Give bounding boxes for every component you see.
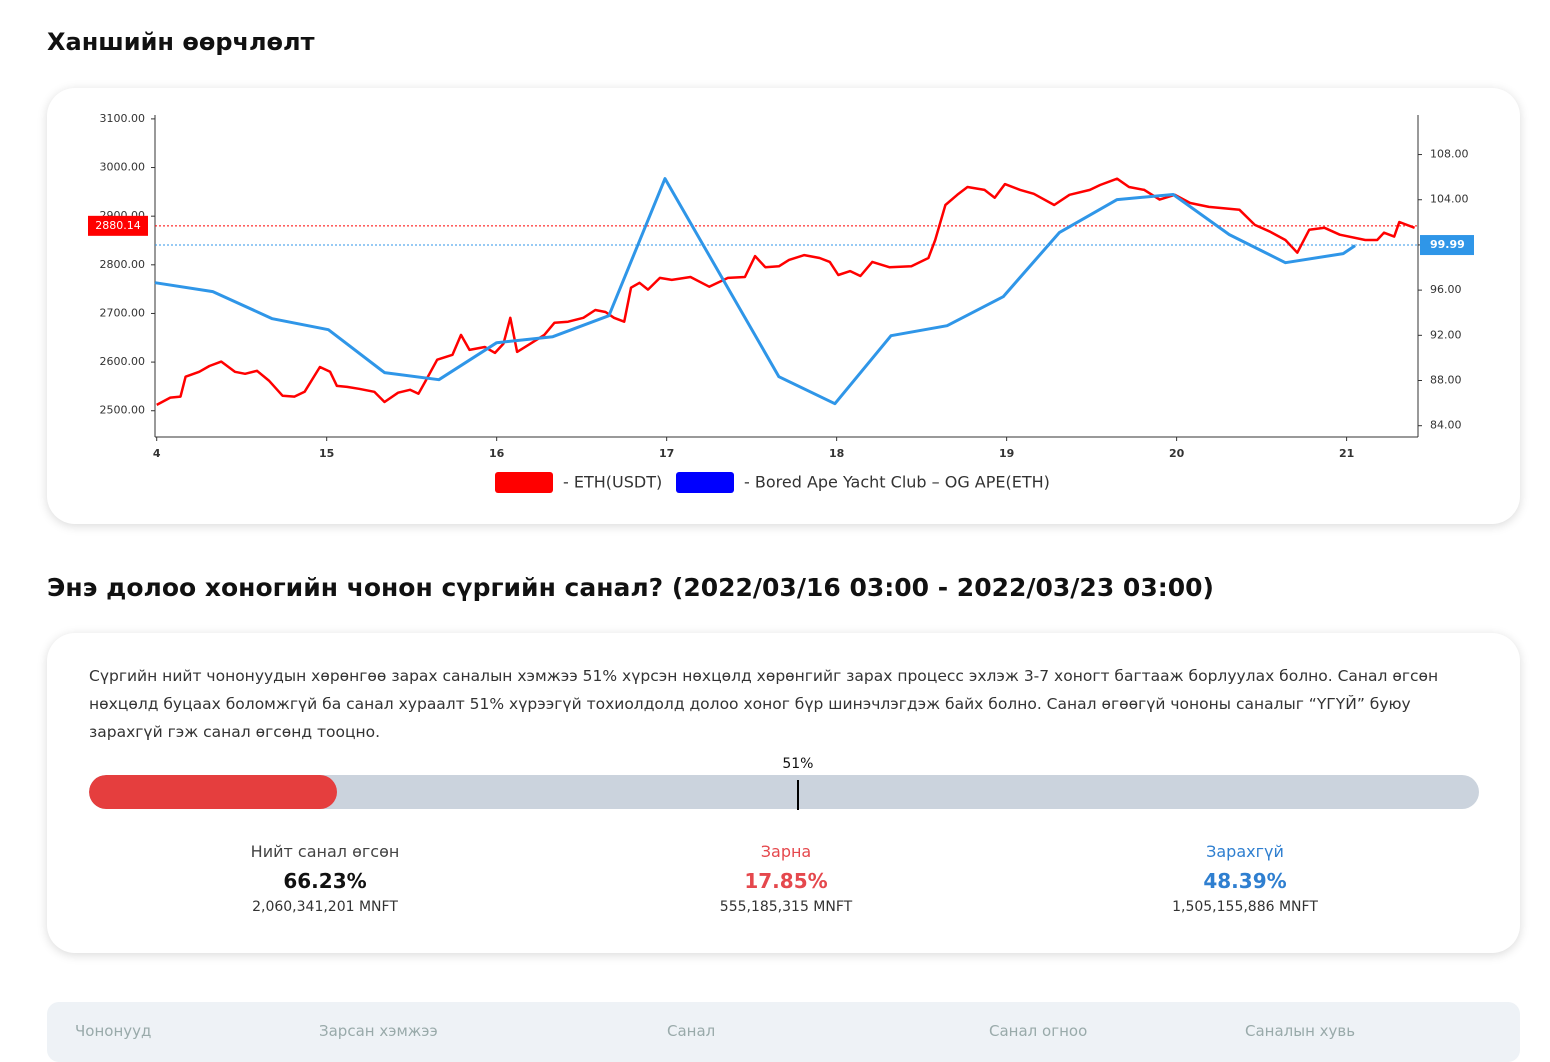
legend-swatch xyxy=(676,472,734,493)
price-tag xyxy=(1420,235,1474,256)
line-series xyxy=(154,177,1356,406)
threshold-marker xyxy=(796,780,799,810)
page: Ханшийн өөрчлөлт 2500.00 2600.00 2700.00 28… xyxy=(47,28,1520,1062)
stat: Зарна 17.85% 555,185,315 MNFT xyxy=(586,842,986,915)
table-header-cell: Санал огноо xyxy=(989,1022,1088,1040)
y-tick-label: 2800.00 xyxy=(100,258,146,271)
stat-percent: 17.85% xyxy=(744,869,828,893)
stat-amount: 2,060,341,201 MNFT xyxy=(252,899,398,915)
y2-tick-label: 104.00 xyxy=(1430,193,1469,206)
stat-percent: 48.39% xyxy=(1203,869,1287,893)
price-tag xyxy=(88,215,148,236)
y2-tick-label: 92.00 xyxy=(1430,328,1462,341)
stat: Зарахгүй 48.39% 1,505,155,886 MNFT xyxy=(1045,842,1445,915)
y-tick-label: 2500.00 xyxy=(100,404,146,417)
y-tick-label: 3000.00 xyxy=(100,161,146,174)
x-tick-label: 17 xyxy=(659,447,674,460)
y2-tick-label: 108.00 xyxy=(1430,148,1469,161)
price-tag-label: 2880.14 xyxy=(95,219,141,232)
progress-fill xyxy=(89,775,338,809)
stat: Нийт санал өгсөн 66.23% 2,060,341,201 MNFT xyxy=(125,842,525,915)
y2-tick-label: 88.00 xyxy=(1430,374,1462,387)
threshold-label: 51% xyxy=(782,756,814,772)
vote-description: Сүргийн нийт чононуудын хөрөнгөө зарах с… xyxy=(89,667,1439,741)
stat-amount: 1,505,155,886 MNFT xyxy=(1172,899,1318,915)
table-header-cell: Чононууд xyxy=(75,1022,152,1040)
y-tick-label: 2700.00 xyxy=(100,306,146,319)
table-header-cell: Санал xyxy=(667,1022,716,1040)
line-series xyxy=(156,177,1416,407)
x-tick-label: 21 xyxy=(1339,447,1354,460)
y2-tick-label: 84.00 xyxy=(1430,419,1462,432)
chart: 2500.002600.002700.002800.002900.003000.… xyxy=(88,112,1474,493)
x-tick-label: 16 xyxy=(489,447,505,460)
table-header-cell: Зарсан хэмжээ xyxy=(319,1022,438,1040)
section-title: Энэ долоо хоногийн чонон сүргийн санал? … xyxy=(47,573,1214,602)
stat-label: Зарна xyxy=(760,842,812,861)
progress-track xyxy=(89,775,1479,809)
y-tick-label: 3100.00 xyxy=(100,112,146,125)
x-tick-label: 19 xyxy=(999,447,1014,460)
stat-label: Нийт санал өгсөн xyxy=(250,842,400,861)
x-tick-label: 15 xyxy=(319,447,334,460)
legend-label: - Bored Ape Yacht Club – OG APE(ETH) xyxy=(744,473,1050,492)
table-header: Чононууд Зарсан хэмжээ Санал Санал огноо Сан… xyxy=(47,1002,1520,1062)
legend-swatch xyxy=(495,472,553,493)
x-tick-label: 4 xyxy=(153,447,161,460)
section-title: Ханшийн өөрчлөлт xyxy=(47,28,315,56)
table-header-cell: Саналын хувь xyxy=(1245,1022,1356,1040)
stat-label: Зарахгүй xyxy=(1206,842,1284,861)
legend-label: - ETH(USDT) xyxy=(563,473,662,492)
x-tick-label: 20 xyxy=(1169,447,1185,460)
stat-amount: 555,185,315 MNFT xyxy=(719,899,853,915)
price-tag-label: 99.99 xyxy=(1430,238,1465,251)
x-tick-label: 18 xyxy=(829,447,844,460)
y2-tick-label: 96.00 xyxy=(1430,283,1462,296)
chart-card xyxy=(47,88,1520,524)
y-tick-label: 2600.00 xyxy=(100,355,146,368)
stat-percent: 66.23% xyxy=(283,869,367,893)
